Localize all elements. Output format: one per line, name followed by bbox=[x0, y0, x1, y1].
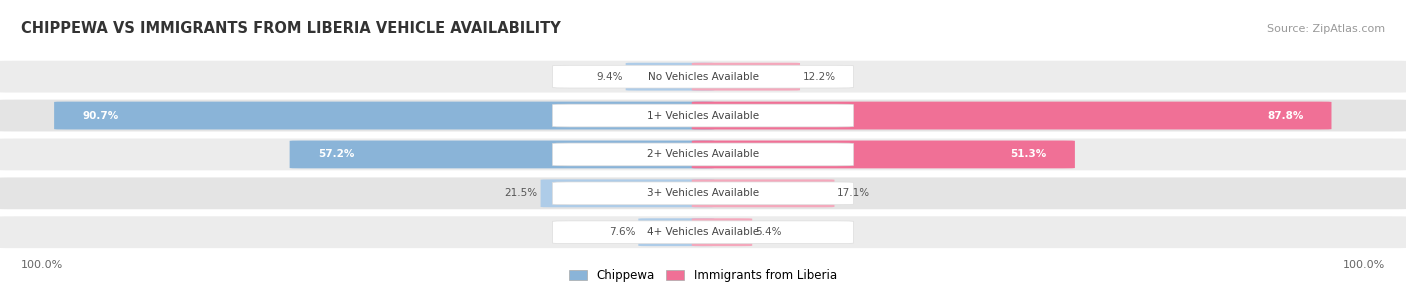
Text: 4+ Vehicles Available: 4+ Vehicles Available bbox=[647, 227, 759, 237]
Text: 21.5%: 21.5% bbox=[505, 188, 537, 198]
FancyBboxPatch shape bbox=[692, 63, 800, 91]
Text: 7.6%: 7.6% bbox=[609, 227, 636, 237]
Text: 3+ Vehicles Available: 3+ Vehicles Available bbox=[647, 188, 759, 198]
FancyBboxPatch shape bbox=[0, 176, 1406, 211]
FancyBboxPatch shape bbox=[290, 140, 714, 168]
FancyBboxPatch shape bbox=[692, 102, 1331, 130]
Text: No Vehicles Available: No Vehicles Available bbox=[648, 72, 758, 82]
FancyBboxPatch shape bbox=[0, 59, 1406, 94]
FancyBboxPatch shape bbox=[0, 98, 1406, 133]
FancyBboxPatch shape bbox=[540, 179, 714, 207]
FancyBboxPatch shape bbox=[692, 140, 1074, 168]
FancyBboxPatch shape bbox=[553, 104, 853, 127]
Text: 17.1%: 17.1% bbox=[838, 188, 870, 198]
FancyBboxPatch shape bbox=[53, 102, 714, 130]
Text: 9.4%: 9.4% bbox=[596, 72, 623, 82]
Text: 100.0%: 100.0% bbox=[21, 261, 63, 270]
Text: 51.3%: 51.3% bbox=[1011, 150, 1046, 159]
FancyBboxPatch shape bbox=[692, 218, 752, 246]
Text: 2+ Vehicles Available: 2+ Vehicles Available bbox=[647, 150, 759, 159]
Text: CHIPPEWA VS IMMIGRANTS FROM LIBERIA VEHICLE AVAILABILITY: CHIPPEWA VS IMMIGRANTS FROM LIBERIA VEHI… bbox=[21, 21, 561, 36]
FancyBboxPatch shape bbox=[0, 137, 1406, 172]
Text: 12.2%: 12.2% bbox=[803, 72, 837, 82]
Text: 5.4%: 5.4% bbox=[755, 227, 782, 237]
Text: Source: ZipAtlas.com: Source: ZipAtlas.com bbox=[1267, 24, 1385, 33]
FancyBboxPatch shape bbox=[553, 182, 853, 205]
Legend: Chippewa, Immigrants from Liberia: Chippewa, Immigrants from Liberia bbox=[565, 265, 841, 286]
Text: 1+ Vehicles Available: 1+ Vehicles Available bbox=[647, 111, 759, 120]
Text: 57.2%: 57.2% bbox=[318, 150, 354, 159]
FancyBboxPatch shape bbox=[0, 215, 1406, 250]
FancyBboxPatch shape bbox=[553, 221, 853, 244]
Text: 90.7%: 90.7% bbox=[82, 111, 118, 120]
FancyBboxPatch shape bbox=[626, 63, 714, 91]
FancyBboxPatch shape bbox=[692, 179, 835, 207]
FancyBboxPatch shape bbox=[638, 218, 714, 246]
Text: 87.8%: 87.8% bbox=[1267, 111, 1303, 120]
FancyBboxPatch shape bbox=[553, 143, 853, 166]
Text: 100.0%: 100.0% bbox=[1343, 261, 1385, 270]
FancyBboxPatch shape bbox=[553, 65, 853, 88]
